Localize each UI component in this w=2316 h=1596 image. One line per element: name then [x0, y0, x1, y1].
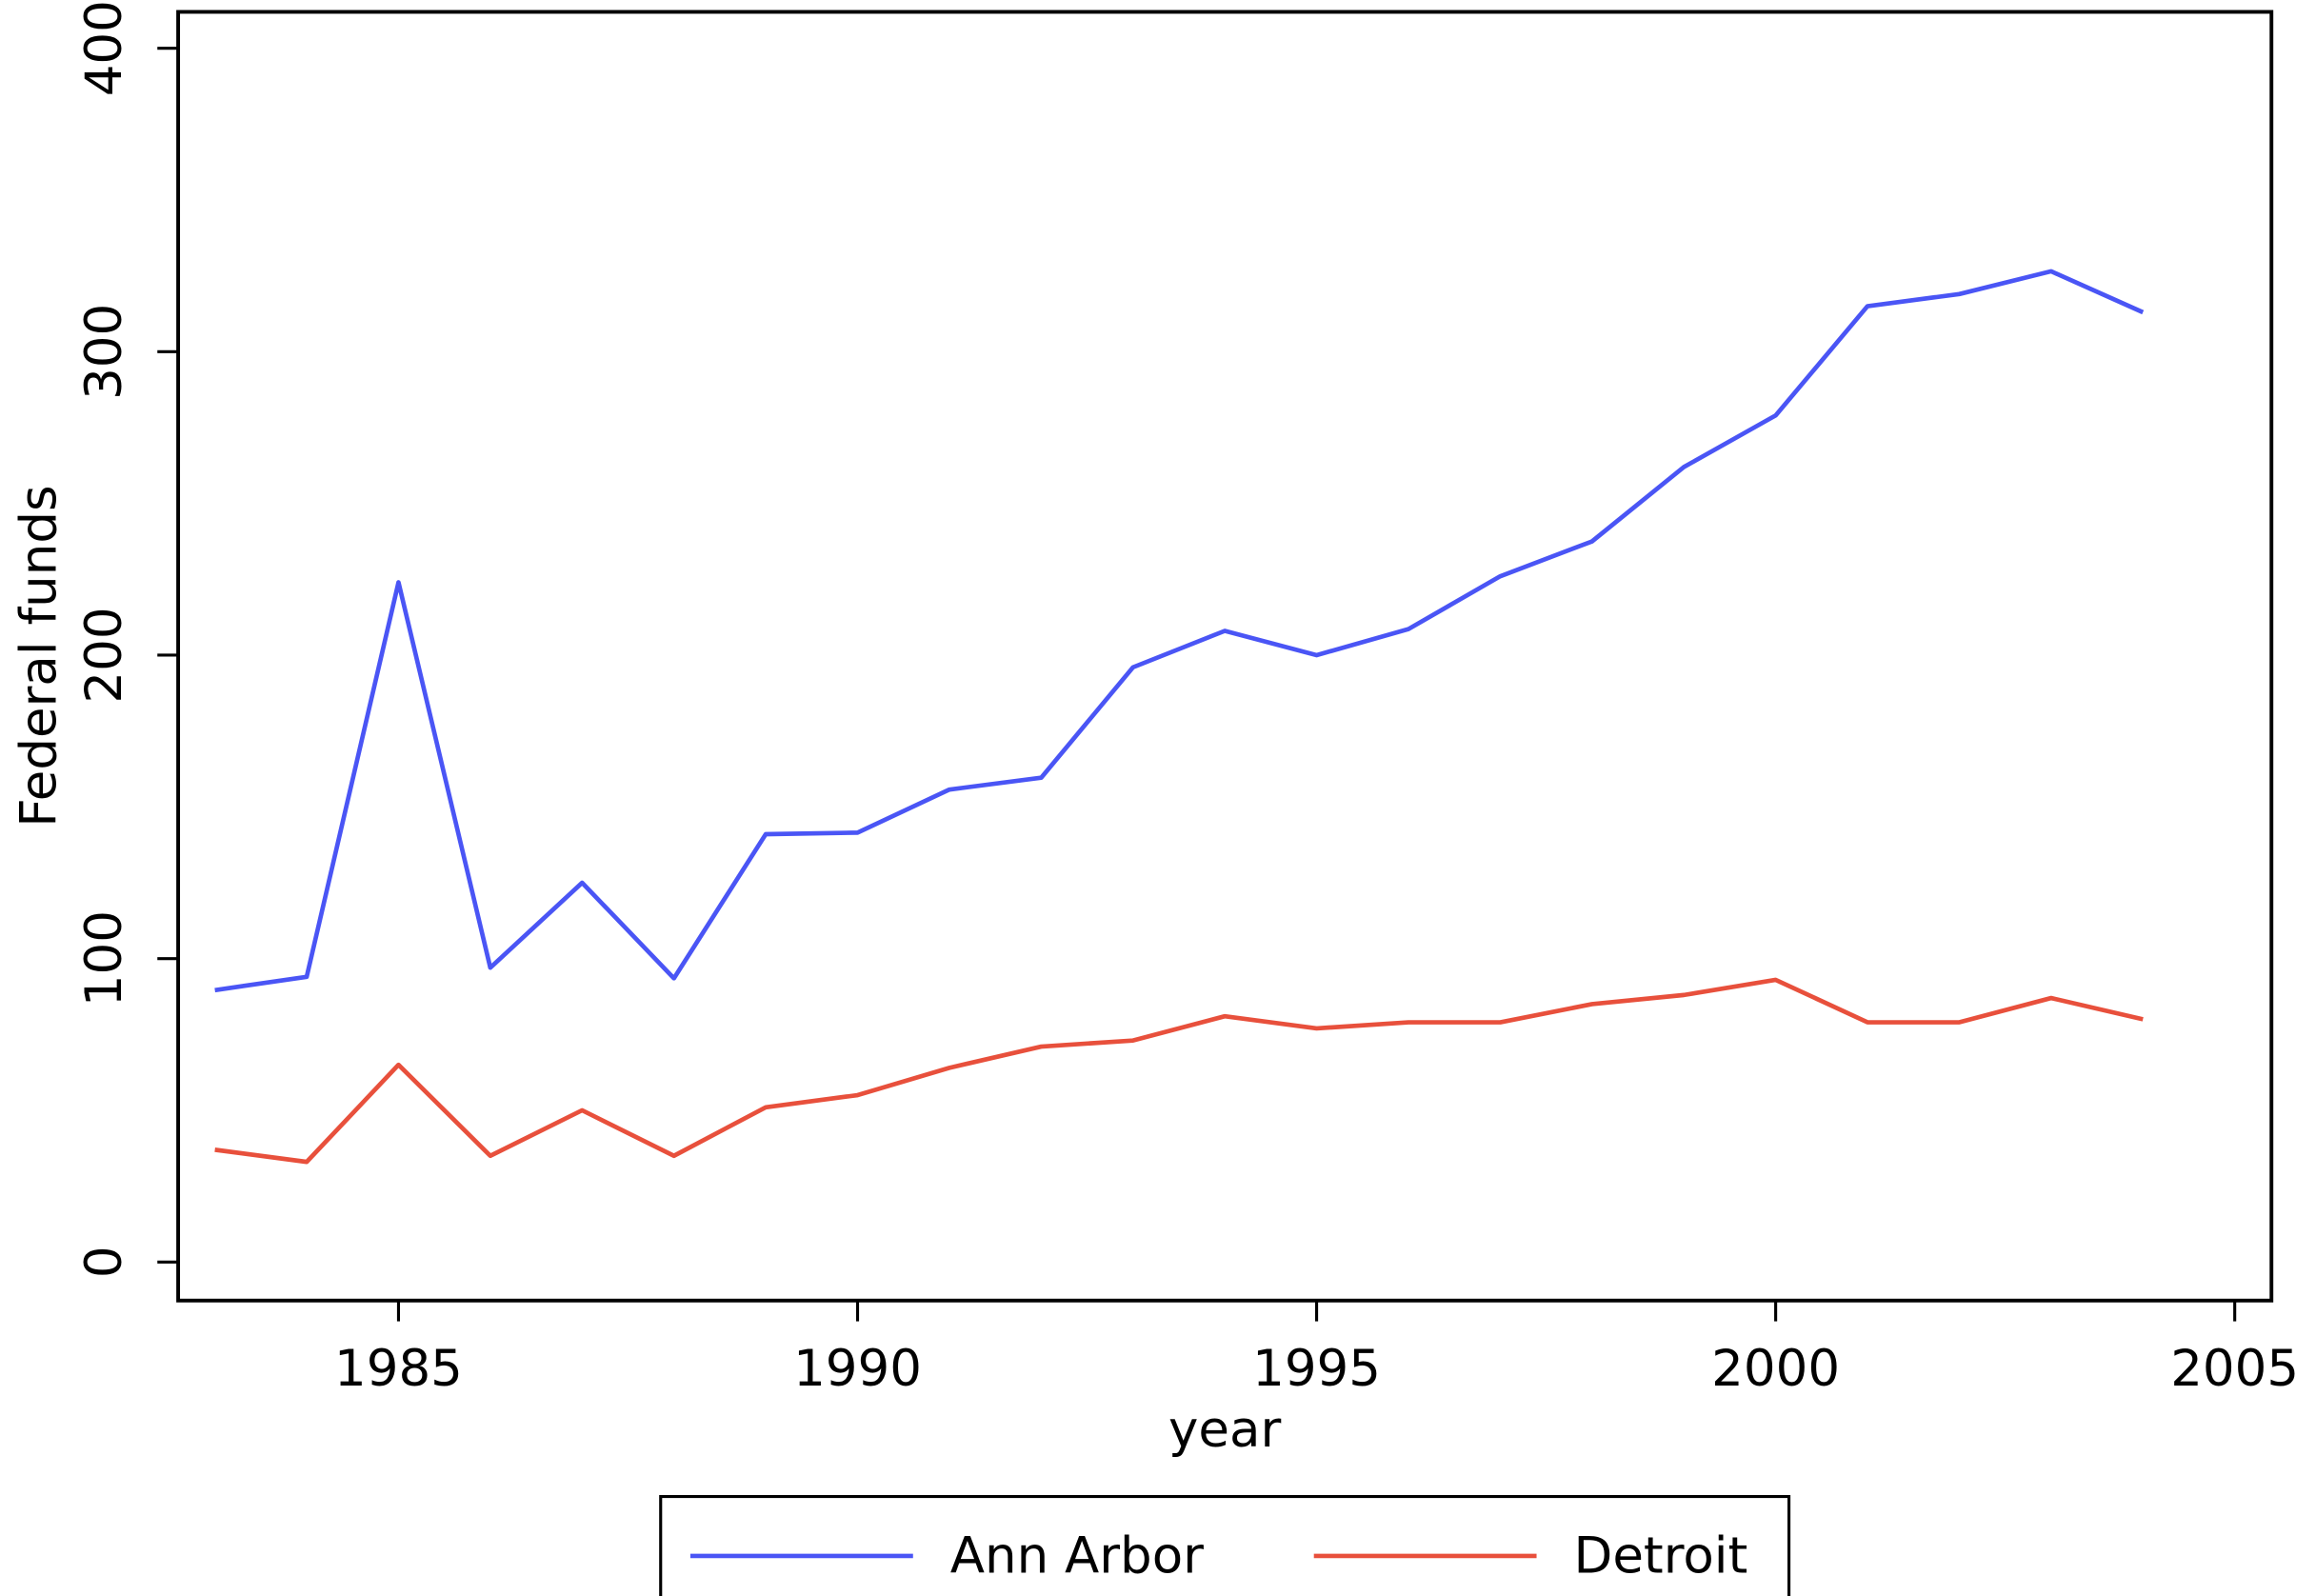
y-tick-label: 0 [75, 1246, 133, 1278]
x-tick-label: 2005 [2170, 1340, 2299, 1398]
x-tick-label: 2000 [1711, 1340, 1840, 1398]
legend-label: Ann Arbor [950, 1527, 1204, 1586]
y-tick-label: 100 [75, 910, 133, 1007]
plot-frame [176, 10, 2274, 1303]
series-line [214, 269, 2145, 993]
x-tick-label: 1995 [1252, 1340, 1381, 1398]
series-line [214, 977, 2144, 1165]
x-axis-label: year [1168, 1401, 1281, 1459]
legend-label: Detroit [1574, 1527, 1748, 1586]
legend-box [659, 1494, 1791, 1596]
x-tick-label: 1985 [334, 1340, 463, 1398]
y-tick-label: 400 [75, 0, 133, 96]
y-tick-label: 300 [75, 304, 133, 400]
y-axis-label: Federal funds [10, 485, 68, 827]
x-tick-label: 1990 [793, 1340, 922, 1398]
y-tick-label: 200 [75, 607, 133, 703]
